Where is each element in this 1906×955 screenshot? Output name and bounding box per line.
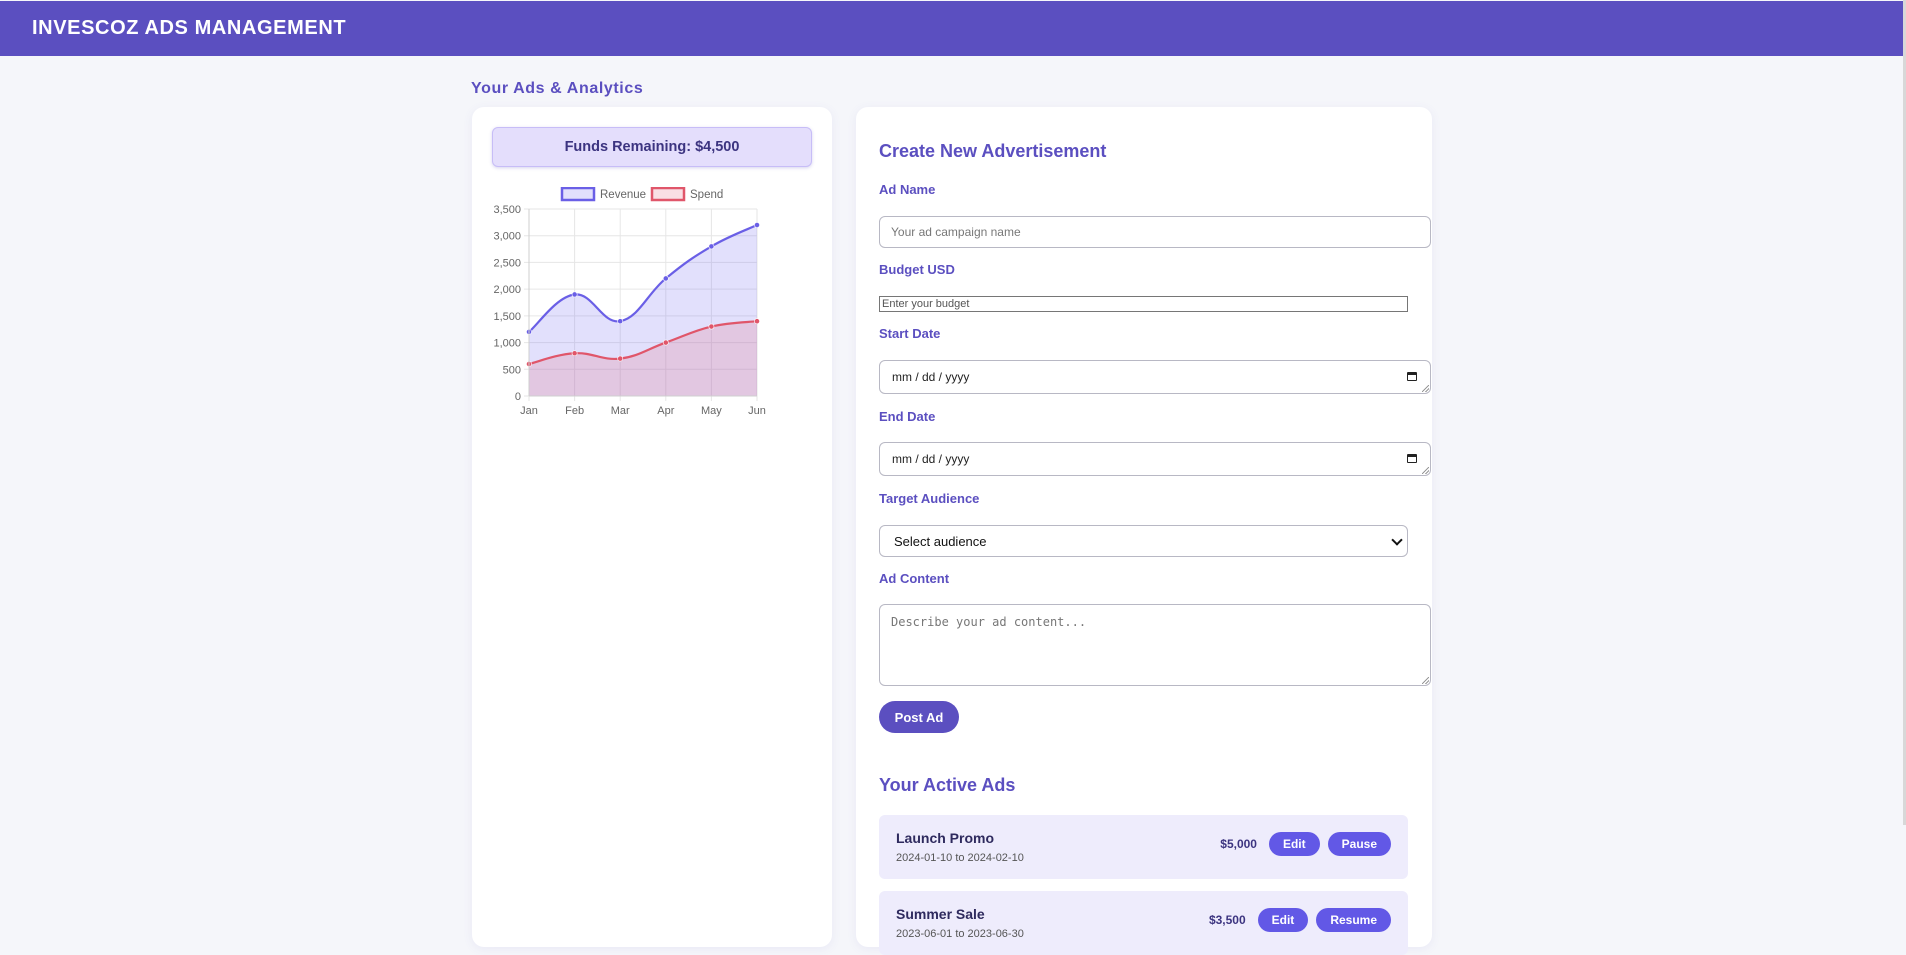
ad-name-label: Ad Name: [879, 182, 936, 197]
end-date-label: End Date: [879, 409, 936, 424]
y-tick-label: 2,000: [493, 284, 521, 296]
calendar-icon[interactable]: [1407, 372, 1417, 381]
ad-name-input[interactable]: Your ad campaign name: [879, 216, 1431, 248]
funds-remaining-banner: Funds Remaining: $4,500: [492, 127, 812, 167]
ad-item-name: Launch Promo: [896, 830, 995, 846]
budget-label: Budget USD: [879, 262, 955, 277]
app-title: INVESCOZ ADS MANAGEMENT: [32, 17, 347, 39]
pause-ad-button[interactable]: Pause: [1327, 832, 1391, 856]
resume-ad-button[interactable]: Resume: [1316, 908, 1391, 932]
ad-name-placeholder: Your ad campaign name: [891, 225, 1021, 239]
funds-label: Funds Remaining:: [564, 139, 692, 155]
chevron-down-icon: [1391, 534, 1403, 546]
budget-input[interactable]: Enter your budget: [879, 296, 1408, 312]
y-tick-label: 2,500: [493, 257, 521, 269]
spend-point: [617, 355, 624, 362]
y-tick-label: 3,500: [493, 204, 521, 216]
ad-item-budget: $5,000: [1220, 837, 1257, 851]
ad-content-label: Ad Content: [879, 571, 950, 586]
post-ad-button[interactable]: Post Ad: [879, 701, 959, 733]
x-tick-label: Jan: [520, 405, 538, 417]
spend-legend-label: Spend: [690, 189, 723, 201]
x-tick-label: May: [701, 405, 722, 417]
revenue-legend-swatch: [560, 187, 596, 202]
calendar-icon[interactable]: [1407, 454, 1417, 463]
revenue-point: [708, 243, 715, 250]
edit-ad-button[interactable]: Edit: [1257, 908, 1309, 932]
y-tick-label: 1,000: [493, 338, 521, 350]
revenue-legend-label: Revenue: [600, 189, 646, 201]
spend-legend-swatch: [650, 187, 686, 202]
y-tick-label: 0: [515, 391, 521, 403]
ad-item-name: Summer Sale: [896, 906, 985, 922]
revenue-point: [754, 222, 760, 228]
revenue-point: [662, 275, 669, 282]
end-date-input[interactable]: mm / dd / yyyy: [879, 442, 1431, 476]
start-date-value: mm / dd / yyyy: [892, 370, 970, 384]
audience-selected-value: Select audience: [894, 533, 987, 549]
audience-label: Target Audience: [879, 491, 980, 506]
spend-point: [571, 350, 578, 357]
active-ads-heading: Your Active Ads: [879, 775, 1016, 795]
active-ad-item: Summer Sale 2023-06-01 to 2023-06-30 $3,…: [879, 891, 1408, 955]
edit-ad-button[interactable]: Edit: [1268, 832, 1320, 856]
spend-area: [529, 321, 757, 396]
x-tick-label: Mar: [611, 405, 630, 417]
start-date-input[interactable]: mm / dd / yyyy: [879, 360, 1431, 394]
active-ad-item: Launch Promo 2024-01-10 to 2024-02-10 $5…: [879, 815, 1408, 879]
create-ad-card: Create New Advertisement Ad Name Your ad…: [856, 107, 1432, 955]
vertical-scrollbar[interactable]: [1903, 0, 1906, 825]
analytics-card: Funds Remaining: $4,500 0 500 1,000 1,500 2,…: [472, 107, 832, 947]
analytics-section-title: Your Ads & Analytics: [471, 80, 644, 97]
y-tick-label: 500: [503, 364, 521, 376]
x-tick-label: Feb: [565, 405, 584, 417]
x-tick-label: Jun: [748, 405, 766, 417]
resize-grip-icon[interactable]: [1422, 677, 1429, 684]
resize-grip-icon[interactable]: [1422, 385, 1429, 392]
ad-item-dates: 2023-06-01 to 2023-06-30: [896, 928, 1024, 940]
ad-content-placeholder: Describe your ad content...: [891, 615, 1087, 629]
y-tick-label: 3,000: [493, 231, 521, 243]
start-date-label: Start Date: [879, 326, 941, 341]
audience-select[interactable]: Select audience: [879, 525, 1408, 557]
revenue-point: [617, 318, 624, 325]
x-tick-label: Apr: [657, 405, 674, 417]
spend-point: [662, 339, 669, 346]
spend-line: [528, 320, 758, 366]
spend-point: [708, 323, 715, 330]
funds-value: $4,500: [695, 139, 740, 155]
budget-placeholder: Enter your budget: [882, 298, 970, 310]
end-date-value: mm / dd / yyyy: [892, 452, 970, 466]
revenue-point: [571, 291, 578, 298]
y-tick-label: 1,500: [493, 311, 521, 323]
create-ad-heading: Create New Advertisement: [879, 141, 1107, 161]
ad-content-textarea[interactable]: Describe your ad content...: [879, 604, 1431, 686]
revenue-spend-chart: 0 500 1,000 1,500 2,000 2,500 3,000 3,500 Jan Feb…: [493, 187, 766, 417]
top-navbar: INVESCOZ ADS MANAGEMENT: [0, 1, 1904, 56]
spend-point: [754, 318, 760, 325]
ad-item-budget: $3,500: [1208, 913, 1246, 927]
ad-item-dates: 2024-01-10 to 2024-02-10: [896, 852, 1024, 864]
resize-grip-icon[interactable]: [1422, 467, 1429, 474]
